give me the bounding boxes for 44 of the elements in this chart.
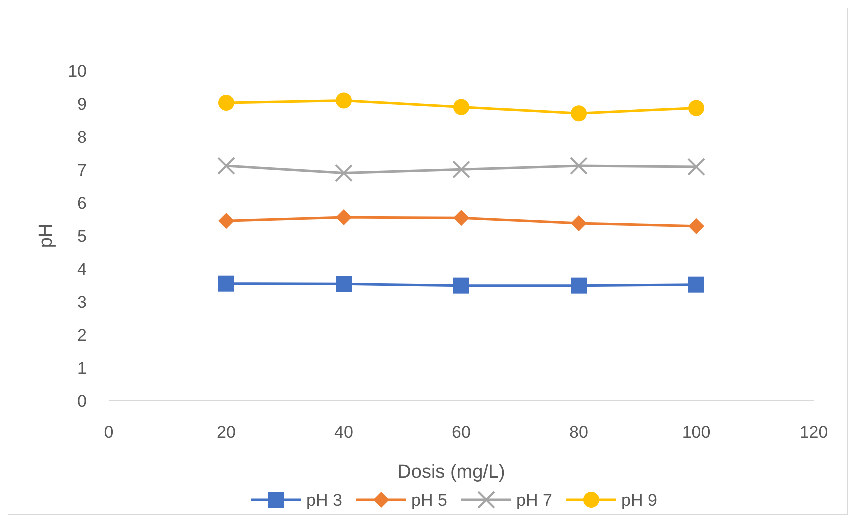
x-tick-label: 20 xyxy=(217,423,236,442)
point xyxy=(570,157,588,176)
point xyxy=(336,92,352,109)
point xyxy=(688,218,704,234)
y-tick-label: 9 xyxy=(78,94,87,114)
point xyxy=(452,160,470,179)
point xyxy=(688,158,706,176)
point xyxy=(454,278,470,294)
y-tick-label: 4 xyxy=(78,260,87,279)
y-tick-label: 7 xyxy=(78,160,87,180)
point xyxy=(218,157,236,176)
point xyxy=(335,164,353,182)
point xyxy=(571,106,587,122)
y-tick-label: 3 xyxy=(78,292,87,312)
y-tick-label: 2 xyxy=(78,326,87,345)
point xyxy=(218,213,234,230)
y-tick-label: 1 xyxy=(78,358,87,378)
point xyxy=(571,278,587,294)
point xyxy=(454,99,470,116)
x-axis-title: Dosis (mg/L) xyxy=(398,462,506,483)
x-tick-label: 0 xyxy=(104,423,114,442)
x-tick-label: 100 xyxy=(682,423,711,442)
y-tick-label: 0 xyxy=(78,392,87,411)
point xyxy=(218,276,234,292)
point xyxy=(454,210,470,226)
legend-label: pH 9 xyxy=(622,490,658,510)
legend-label: pH 7 xyxy=(516,490,552,510)
y-tick-label: 5 xyxy=(78,226,87,246)
y-tick-label: 6 xyxy=(78,194,87,213)
legend-label: pH 5 xyxy=(412,490,448,510)
x-tick-label: 120 xyxy=(800,423,828,442)
y-tick-label: 8 xyxy=(78,128,87,147)
x-tick-label: 80 xyxy=(570,423,588,442)
point xyxy=(218,95,234,112)
point xyxy=(336,276,352,292)
x-tick-label: 60 xyxy=(452,423,471,442)
point xyxy=(688,100,704,116)
point xyxy=(336,210,352,226)
point xyxy=(571,215,587,232)
legend-label: pH 3 xyxy=(306,490,342,510)
y-axis-title: pH xyxy=(36,224,57,248)
point xyxy=(688,276,704,293)
x-tick-label: 40 xyxy=(334,423,354,442)
y-tick-label: 10 xyxy=(68,62,87,81)
